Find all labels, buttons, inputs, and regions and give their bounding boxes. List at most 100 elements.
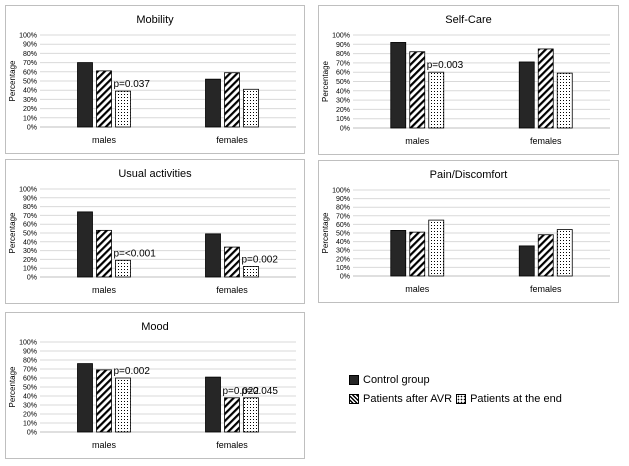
- y-tick-label: 30%: [336, 98, 350, 105]
- y-tick-label: 70%: [23, 367, 37, 374]
- y-tick-label: 100%: [19, 340, 37, 347]
- bar-females-control-group: [518, 61, 535, 129]
- p-value-annotation: p=<0.001: [114, 248, 157, 259]
- y-tick-label: 100%: [19, 187, 37, 194]
- x-tick-label-females: females: [530, 136, 562, 146]
- p-value-annotation: p=0.045: [242, 386, 279, 397]
- y-axis-label: Percentage: [8, 60, 17, 101]
- y-axis-label: Percentage: [321, 212, 330, 253]
- bar-males-control-group: [77, 363, 93, 433]
- x-tick-label-males: males: [92, 440, 117, 450]
- bar-females-control-group: [205, 376, 221, 433]
- y-tick-label: 0%: [27, 125, 37, 132]
- y-tick-label: 10%: [23, 115, 37, 122]
- y-tick-label: 0%: [27, 430, 37, 437]
- x-tick-label-males: males: [92, 135, 117, 145]
- bar-females-control-group: [518, 245, 535, 277]
- bar-males-patients-at-the-end: [115, 90, 131, 128]
- y-tick-label: 40%: [336, 88, 350, 95]
- x-tick-label-females: females: [530, 284, 562, 294]
- y-tick-label: 40%: [23, 394, 37, 401]
- chart-mood: Mood Percentage 0% 10% 20% 30% 40% 50% 60% 70% 80%…: [5, 312, 305, 459]
- bar-females-patients-after-avr: [224, 72, 240, 128]
- p-value-annotation: p=0.003: [427, 60, 464, 71]
- bar-males-patients-after-avr: [96, 369, 112, 433]
- y-tick-label: 40%: [336, 239, 350, 246]
- y-tick-label: 40%: [23, 88, 37, 95]
- chart-title: Pain/Discomfort: [430, 169, 508, 181]
- chart-pain-discomfort: Pain/Discomfort Percentage 0% 10% 20% 30% 40% 5…: [318, 160, 619, 303]
- chart-title: Mobility: [136, 14, 174, 26]
- p-value-annotation: p=0.002: [242, 254, 279, 265]
- y-tick-label: 0%: [340, 274, 350, 281]
- legend-item-after-avr: Patients after AVR: [349, 393, 452, 405]
- y-tick-label: 50%: [23, 385, 37, 392]
- x-tick-label-females: females: [216, 135, 248, 145]
- bar-females-patients-after-avr: [537, 48, 554, 129]
- y-tick-label: 70%: [23, 60, 37, 67]
- legend-swatch-control: [349, 374, 359, 385]
- bar-males-patients-at-the-end: [428, 219, 445, 277]
- y-tick-label: 10%: [336, 116, 350, 123]
- y-tick-label: 80%: [23, 51, 37, 58]
- y-tick-label: 0%: [27, 275, 37, 282]
- y-tick-label: 90%: [336, 42, 350, 49]
- y-tick-label: 100%: [332, 188, 350, 195]
- bar-males-patients-after-avr: [409, 51, 426, 129]
- p-value-annotation: p=0.022: [223, 386, 260, 397]
- legend-label-control: Control group: [363, 373, 430, 386]
- y-tick-label: 10%: [336, 265, 350, 272]
- x-tick-label-males: males: [405, 136, 430, 146]
- y-tick-label: 30%: [23, 403, 37, 410]
- chart-svg-mobility: Mobility Percentage 0% 10% 20% 30% 40% 50% 60% 70…: [8, 14, 296, 145]
- y-tick-label: 70%: [336, 213, 350, 220]
- y-tick-label: 20%: [23, 257, 37, 264]
- x-tick-label-females: females: [216, 440, 248, 450]
- bar-males-control-group: [77, 62, 93, 128]
- chart-title: Usual activities: [118, 168, 192, 180]
- legend-swatch-at-end: [456, 393, 467, 404]
- y-tick-label: 10%: [23, 421, 37, 428]
- chart-title: Mood: [141, 321, 169, 333]
- y-tick-label: 50%: [336, 79, 350, 86]
- bar-females-control-group: [205, 233, 221, 278]
- bar-females-patients-after-avr: [537, 234, 554, 277]
- legend-label-after-avr: Patients after AVR: [363, 392, 453, 405]
- y-tick-label: 60%: [336, 70, 350, 77]
- bar-males-patients-after-avr: [96, 70, 112, 128]
- legend-swatch-after-avr: [349, 393, 359, 404]
- y-tick-label: 70%: [336, 60, 350, 67]
- y-tick-label: 80%: [336, 51, 350, 58]
- x-tick-label-males: males: [405, 284, 430, 294]
- y-tick-label: 80%: [23, 358, 37, 365]
- x-tick-label-males: males: [92, 285, 117, 295]
- y-axis-label: Percentage: [8, 212, 17, 253]
- y-tick-label: 60%: [23, 69, 37, 76]
- bar-females-patients-at-the-end: [556, 72, 573, 129]
- y-tick-label: 90%: [23, 42, 37, 49]
- chart-svg-mood: Mood Percentage 0% 10% 20% 30% 40% 50% 60% 70% 80%…: [8, 321, 296, 450]
- y-tick-label: 100%: [19, 33, 37, 40]
- y-tick-label: 90%: [23, 195, 37, 202]
- y-tick-label: 100%: [332, 33, 350, 40]
- y-tick-label: 60%: [23, 222, 37, 229]
- bar-males-patients-at-the-end: [115, 377, 131, 433]
- bar-males-patients-after-avr: [409, 231, 426, 277]
- y-tick-label: 20%: [336, 256, 350, 263]
- chart-legend: Control group Patients after AVR Patient…: [349, 370, 566, 408]
- bar-females-patients-at-the-end: [243, 88, 259, 128]
- bar-males-patients-at-the-end: [115, 259, 131, 278]
- y-tick-label: 50%: [336, 231, 350, 238]
- bar-males-patients-at-the-end: [428, 71, 445, 129]
- y-tick-label: 10%: [23, 266, 37, 273]
- legend-item-at-end: Patients at the end: [456, 393, 562, 405]
- x-tick-label-females: females: [216, 285, 248, 295]
- bar-females-patients-at-the-end: [556, 229, 573, 277]
- bar-females-patients-after-avr: [224, 246, 240, 278]
- bar-females-patients-after-avr: [224, 397, 240, 433]
- y-tick-label: 50%: [23, 231, 37, 238]
- y-tick-label: 30%: [23, 97, 37, 104]
- y-tick-label: 40%: [23, 239, 37, 246]
- bar-males-control-group: [77, 211, 93, 278]
- y-tick-label: 20%: [23, 106, 37, 113]
